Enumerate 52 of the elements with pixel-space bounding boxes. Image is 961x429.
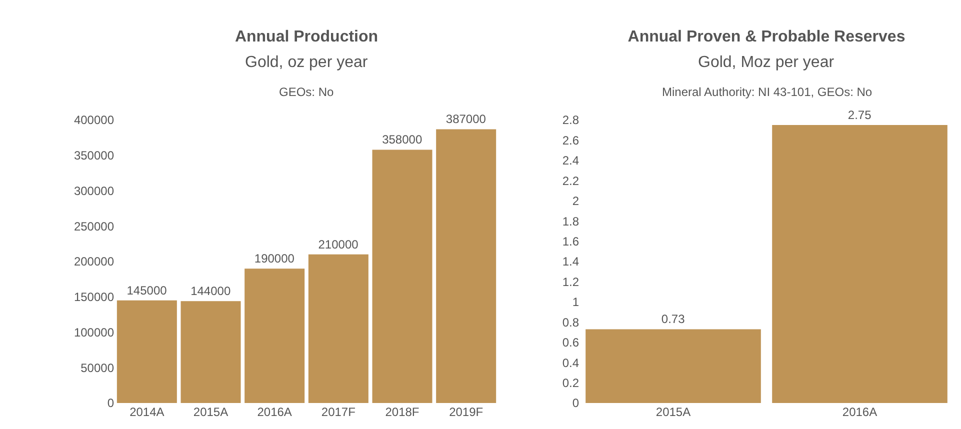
data-label: 358000 bbox=[382, 132, 422, 147]
y-tick-label: 0.4 bbox=[562, 356, 580, 370]
y-tick-label: 1 bbox=[572, 295, 580, 310]
y-tick-label: 1.6 bbox=[562, 234, 580, 248]
chart-subtitle: Gold, Moz per year bbox=[698, 54, 835, 71]
bar bbox=[308, 254, 368, 403]
y-tick-label: 0 bbox=[572, 396, 580, 410]
data-label: 144000 bbox=[190, 284, 231, 298]
y-tick-label: 2 bbox=[572, 194, 580, 208]
y-tick-label: 1.2 bbox=[562, 274, 580, 289]
y-tick-label: 0 bbox=[107, 396, 114, 410]
y-tick-label: 350000 bbox=[74, 148, 114, 163]
data-label: 2.75 bbox=[848, 108, 872, 122]
chart-title: Annual Proven & Probable Reserves bbox=[628, 28, 906, 46]
x-tick-label: 2016A bbox=[842, 405, 878, 419]
data-label: 145000 bbox=[126, 283, 168, 298]
y-tick-label: 50000 bbox=[80, 360, 114, 375]
bar bbox=[436, 129, 496, 403]
x-tick-label: 2015A bbox=[656, 405, 691, 419]
y-tick-label: 200000 bbox=[74, 254, 114, 269]
x-tick-label: 2019F bbox=[449, 405, 484, 419]
y-tick-label: 400000 bbox=[74, 113, 114, 128]
data-label: 210000 bbox=[318, 237, 359, 252]
x-tick-label: 2014A bbox=[130, 405, 164, 419]
y-tick-label: 0.2 bbox=[562, 376, 580, 390]
y-tick-label: 1.8 bbox=[562, 214, 580, 228]
x-tick-label: 2017F bbox=[321, 405, 356, 419]
y-tick-label: 250000 bbox=[74, 219, 114, 234]
y-tick-label: 0.6 bbox=[562, 336, 580, 350]
y-tick-label: 2.4 bbox=[562, 154, 580, 168]
y-tick-label: 0.8 bbox=[562, 315, 580, 330]
data-label: 387000 bbox=[446, 112, 486, 126]
y-tick-label: 150000 bbox=[74, 290, 114, 304]
bar bbox=[116, 300, 177, 403]
x-tick-label: 2016A bbox=[257, 405, 292, 419]
y-tick-label: 2.2 bbox=[562, 174, 580, 188]
bar bbox=[244, 268, 305, 403]
data-label: 0.73 bbox=[661, 312, 686, 326]
chart-title: Annual Production bbox=[234, 28, 378, 46]
x-tick-label: 2018F bbox=[385, 405, 420, 419]
bar bbox=[180, 301, 241, 403]
data-label: 190000 bbox=[254, 252, 295, 266]
chart-subtitle: Gold, oz per year bbox=[245, 54, 368, 71]
y-tick-label: 1.4 bbox=[562, 254, 580, 269]
bar bbox=[372, 150, 432, 403]
y-tick-label: 2.6 bbox=[562, 133, 580, 148]
y-tick-label: 300000 bbox=[74, 184, 114, 198]
y-tick-label: 100000 bbox=[74, 325, 114, 340]
text: Mineral Authority: NI 43-101, GEOs: No bbox=[662, 85, 872, 99]
x-tick-label: 2015A bbox=[193, 405, 228, 419]
text: GEOs: No bbox=[279, 85, 334, 99]
y-tick-label: 2.8 bbox=[562, 113, 580, 128]
